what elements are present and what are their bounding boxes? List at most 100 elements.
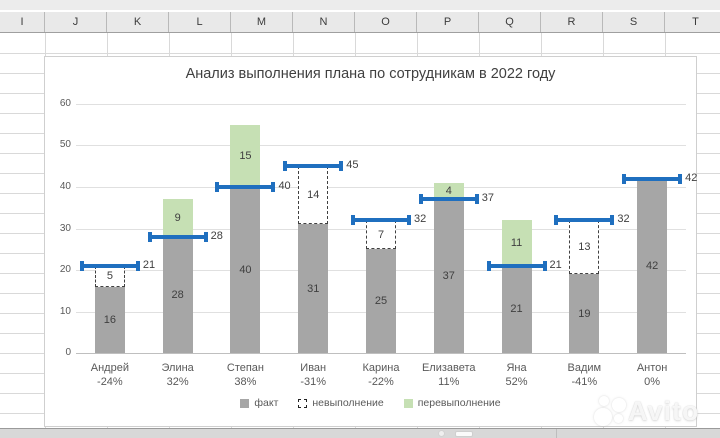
chart-area[interactable]: Анализ выполнения плана по сотрудникам в…: [44, 56, 697, 427]
bar-fact-segment[interactable]: 16: [94, 286, 125, 353]
x-axis-category-label[interactable]: Элина 32%: [144, 361, 212, 389]
legend-label: невыполнение: [312, 397, 384, 409]
bar-over-segment[interactable]: 15: [230, 124, 261, 187]
plan-line[interactable]: [283, 161, 344, 172]
x-axis-category-label[interactable]: Елизавета 11%: [415, 361, 483, 389]
category-percent: -31%: [300, 376, 327, 388]
y-axis-tick-label: 20: [59, 264, 71, 275]
x-axis-category-label[interactable]: Иван -31%: [279, 361, 347, 389]
plan-line[interactable]: [215, 182, 276, 192]
category-percent: 11%: [438, 376, 460, 388]
legend-label: перевыполнение: [417, 397, 501, 409]
plan-line[interactable]: [351, 215, 411, 226]
category-name: Андрей: [90, 362, 129, 374]
chart-legend[interactable]: факт невыполнение перевыполнение: [45, 397, 696, 409]
category-name: Антон: [636, 362, 668, 374]
bar-fact-segment[interactable]: 31: [298, 224, 329, 353]
plan-value-label: 32: [414, 213, 427, 226]
column-header-O[interactable]: O: [355, 12, 417, 32]
scrollbar-dot: [438, 430, 445, 437]
category-name: Вадим: [567, 362, 602, 374]
x-axis-category-label[interactable]: Антон 0%: [618, 361, 686, 389]
legend-swatch-over-icon: [403, 398, 413, 408]
category-name: Степан: [226, 362, 264, 374]
plan-value-label: 40: [278, 180, 291, 192]
plan-line[interactable]: [486, 260, 547, 271]
bar-under-segment[interactable]: 13: [569, 220, 600, 275]
grid-row-line: [0, 53, 720, 54]
legend-swatch-fact-icon: [240, 398, 250, 408]
category-percent: -41%: [571, 376, 598, 388]
legend-item-fact[interactable]: факт: [240, 397, 278, 409]
bar-under-segment[interactable]: 7: [366, 220, 396, 250]
plan-line[interactable]: [147, 231, 208, 242]
y-axis-tick-label: 50: [59, 139, 71, 150]
plan-value-label: 32: [617, 213, 630, 226]
column-header-J[interactable]: J: [45, 12, 107, 32]
category-percent: 32%: [166, 376, 189, 388]
plan-value-label: 45: [346, 159, 359, 172]
bar-fact-segment[interactable]: 21: [501, 265, 532, 353]
x-axis-category-label[interactable]: Карина -22%: [347, 361, 415, 389]
category-percent: -24%: [97, 376, 123, 388]
plan-line[interactable]: [622, 173, 683, 184]
y-axis-tick-label: 60: [59, 98, 71, 109]
x-axis-category-label[interactable]: Вадим -41%: [550, 361, 618, 389]
column-header-S[interactable]: S: [603, 12, 665, 32]
y-axis-tick-label: 10: [59, 306, 71, 317]
category-name: Яна: [506, 362, 527, 374]
bar-over-segment[interactable]: 4: [433, 182, 464, 200]
plan-line[interactable]: [418, 194, 479, 205]
bar-under-segment[interactable]: 14: [298, 166, 329, 225]
bar-under-segment[interactable]: 5: [94, 265, 125, 287]
scrollbar-thumb[interactable]: [455, 431, 473, 437]
bar-fact-segment[interactable]: 40: [230, 187, 261, 353]
bar-over-segment[interactable]: 11: [501, 220, 532, 266]
x-axis-line: [76, 353, 686, 354]
bar-fact-segment[interactable]: 37: [433, 199, 464, 353]
column-header-T[interactable]: T: [665, 12, 720, 32]
x-axis-category-label[interactable]: Яна 52%: [483, 361, 551, 389]
column-header-I[interactable]: I: [0, 12, 45, 32]
plan-value-label: 37: [481, 192, 495, 205]
bar-fact-segment[interactable]: 42: [637, 178, 668, 353]
column-header-L[interactable]: L: [169, 12, 231, 32]
y-gridline: [76, 104, 686, 105]
plan-line[interactable]: [79, 260, 140, 271]
plan-line[interactable]: [554, 215, 615, 226]
y-axis-tick-label: 30: [59, 223, 71, 234]
column-header-N[interactable]: N: [293, 12, 355, 32]
y-axis-tick-label: 40: [59, 181, 71, 192]
chart-title[interactable]: Анализ выполнения плана по сотрудникам в…: [185, 66, 556, 82]
plan-value-label: 42: [685, 171, 698, 184]
y-axis-tick-label: 0: [65, 347, 71, 358]
legend-item-over[interactable]: перевыполнение: [403, 397, 501, 409]
bar-fact-segment[interactable]: 28: [162, 236, 193, 353]
plan-value-label: 28: [210, 229, 223, 242]
bar-over-segment[interactable]: 9: [162, 199, 193, 237]
category-name: Карина: [362, 362, 400, 374]
column-header-Q[interactable]: Q: [479, 12, 541, 32]
legend-item-under[interactable]: невыполнение: [298, 397, 384, 409]
category-percent: 52%: [505, 376, 528, 388]
category-percent: 38%: [234, 376, 257, 388]
bar-fact-segment[interactable]: 25: [366, 249, 396, 353]
x-axis-category-label[interactable]: Андрей -24%: [76, 361, 144, 389]
plan-value-label: 21: [549, 258, 562, 271]
category-name: Иван: [300, 362, 327, 374]
legend-label: факт: [254, 397, 279, 409]
x-axis-category-label[interactable]: Степан 38%: [211, 361, 279, 389]
column-header-P[interactable]: P: [417, 12, 479, 32]
legend-swatch-under-icon: [298, 398, 308, 408]
category-name: Елизавета: [421, 362, 476, 374]
bottom-scrollbar-strip[interactable]: [0, 428, 720, 438]
column-header-K[interactable]: K: [107, 12, 169, 32]
strip-divider: [556, 429, 557, 438]
bar-fact-segment[interactable]: 19: [569, 274, 600, 353]
column-header-M[interactable]: M: [231, 12, 293, 32]
y-gridline: [76, 187, 686, 188]
category-name: Элина: [161, 362, 194, 374]
column-header-R[interactable]: R: [541, 12, 603, 32]
